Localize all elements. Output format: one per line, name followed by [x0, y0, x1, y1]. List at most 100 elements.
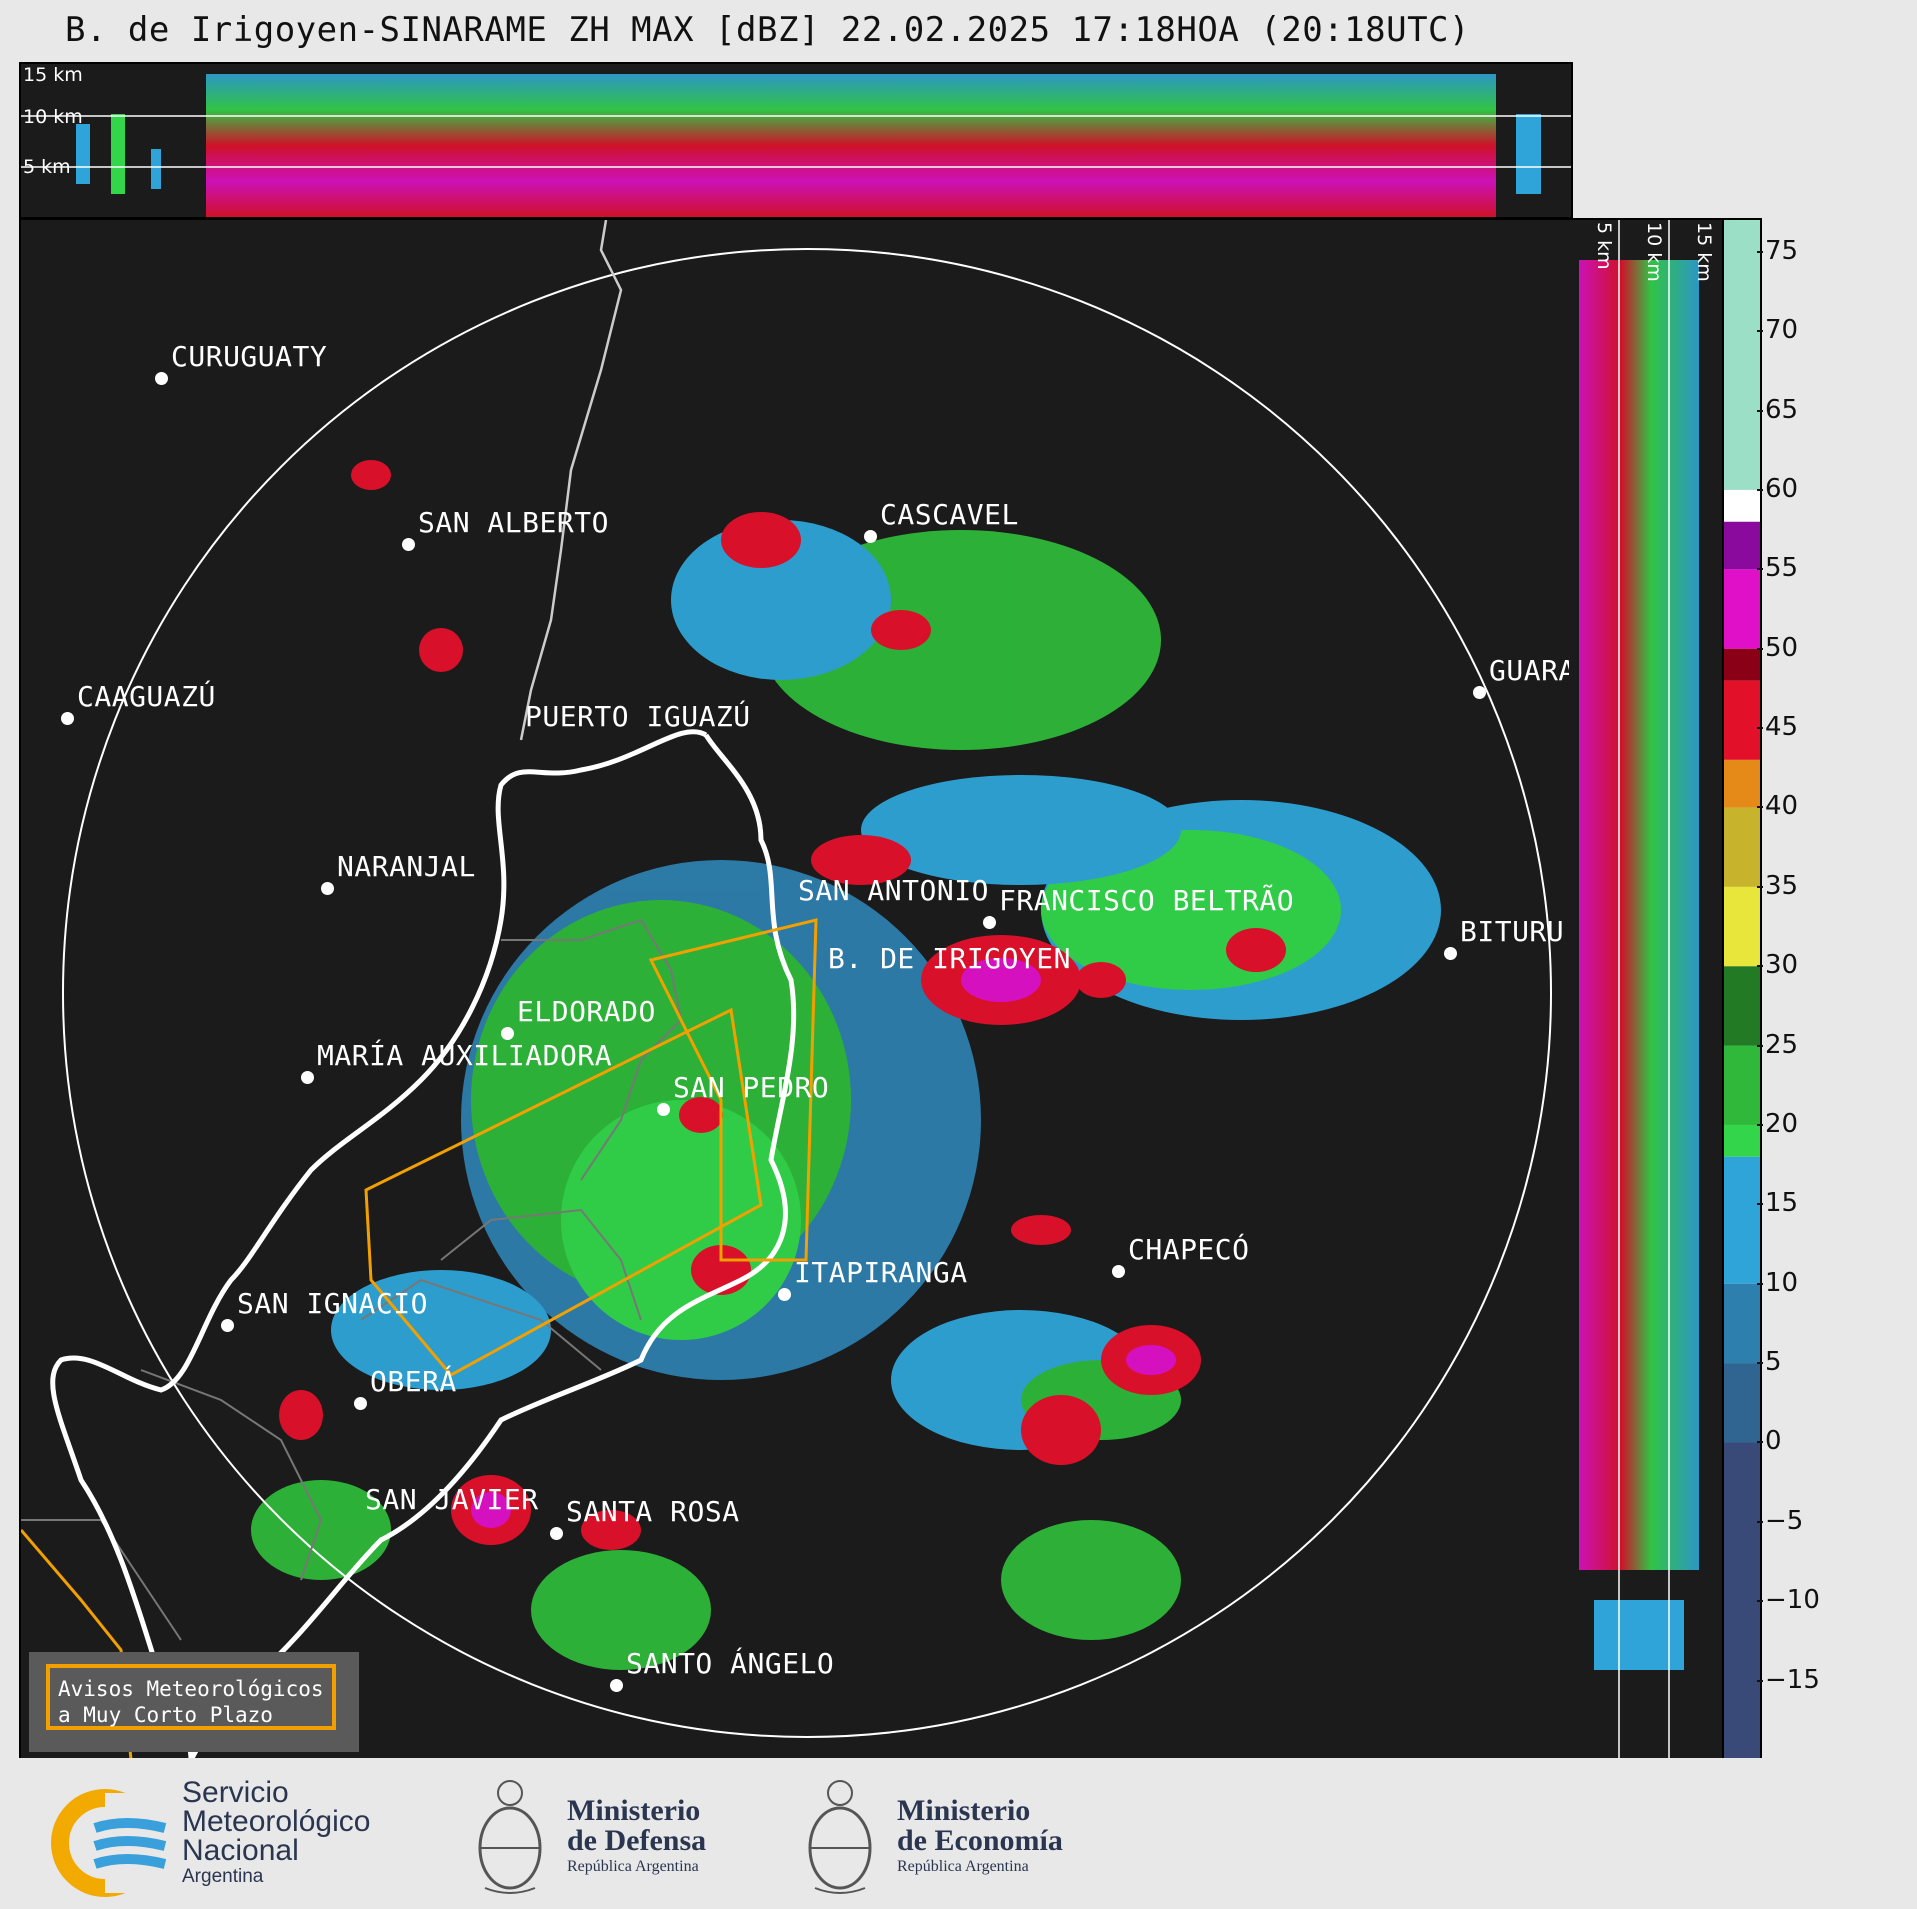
city-marker: [402, 538, 415, 551]
city-label: SAN ANTONIO: [798, 874, 989, 907]
colorbar-tick-label: −10: [1757, 1585, 1820, 1616]
colorbar-tick-label: 60: [1756, 473, 1799, 504]
city-marker: [1473, 686, 1486, 699]
warning-polygon-2: [648, 918, 818, 1262]
top-cross-section-echoes: [21, 74, 1571, 217]
city-marker: [864, 530, 877, 543]
city-label: CAAGUAZÚ: [77, 680, 216, 713]
colorbar-band: [1724, 489, 1760, 522]
colorbar-band: [1724, 1156, 1760, 1284]
warning-legend-box: Avisos Meteorológicos a Muy Corto Plazo: [46, 1664, 336, 1730]
colorbar-tick-label: −5: [1756, 1505, 1804, 1536]
province-border: [188, 733, 797, 1760]
legend-line-2: a Muy Corto Plazo: [58, 1703, 273, 1727]
colorbar-band: [1724, 521, 1760, 570]
economia-line-2: de Economía: [897, 1824, 1063, 1857]
defensa-line-2: de Defensa: [567, 1824, 707, 1857]
colorbar-tick-label: 40: [1756, 791, 1799, 822]
colorbar-band: [1724, 1124, 1760, 1157]
city-marker: [778, 1288, 791, 1301]
colorbar-tick-label: −15: [1757, 1664, 1820, 1695]
city-label: GUARA: [1489, 654, 1573, 687]
defensa-name: Ministerio de Defensa República Argentin…: [567, 1796, 706, 1878]
city-label: ELDORADO: [517, 995, 656, 1028]
smn-line-4: Argentina: [182, 1866, 264, 1887]
colorbar-tick-label: 25: [1756, 1029, 1799, 1060]
colorbar-tick-label: 20: [1756, 1108, 1799, 1139]
colorbar-band: [1724, 1045, 1760, 1125]
city-marker: [155, 372, 168, 385]
city-marker: [983, 916, 996, 929]
warning-polygon: [364, 1007, 763, 1377]
radar-map-graphics: [21, 220, 1552, 1760]
side-alt-label-10: 10 km: [1643, 222, 1665, 282]
top-cross-section: 15 km 10 km 5 km: [19, 62, 1573, 219]
smn-name: Servicio Meteorológico Nacional Argentin…: [182, 1778, 370, 1889]
colorbar-band: [1724, 807, 1760, 887]
city-marker: [61, 712, 74, 725]
city-label: SAN ALBERTO: [418, 506, 609, 539]
colorbar-tick-label: 50: [1756, 632, 1799, 663]
coat-of-arms-icon: [808, 1780, 872, 1894]
colorbar-tick-label: 10: [1756, 1267, 1799, 1298]
colorbar-tick-label: 30: [1756, 950, 1799, 981]
city-label: MARÍA AUXILIADORA: [317, 1039, 613, 1072]
city-marker: [321, 882, 334, 895]
colorbar-band: [1724, 648, 1760, 681]
city-marker: [550, 1527, 563, 1540]
alt-label-5: 5 km: [23, 156, 71, 178]
city-marker: [354, 1397, 367, 1410]
warning-legend: Avisos Meteorológicos a Muy Corto Plazo: [29, 1652, 359, 1752]
city-label: PUERTO IGUAZÚ: [525, 700, 751, 733]
city-marker: [1112, 1265, 1125, 1278]
colorbar-tick-label: 70: [1756, 315, 1799, 346]
city-label: SAN IGNACIO: [237, 1287, 428, 1320]
argentina-border: [50, 729, 708, 1760]
city-label: BITURU: [1460, 915, 1565, 948]
defensa-line-3: República Argentina: [567, 1858, 699, 1875]
colorbar-tick-label: 15: [1756, 1188, 1799, 1219]
city-marker: [657, 1103, 670, 1116]
city-label: SAN PEDRO: [673, 1071, 830, 1104]
colorbar-tick-label: 0: [1757, 1426, 1782, 1457]
side-cross-section: 5 km 10 km 15 km: [1569, 218, 1724, 1762]
alt-label-10: 10 km: [23, 106, 83, 128]
colorbar-tick-label: 75: [1756, 235, 1799, 266]
chart-title: B. de Irigoyen-SINARAME ZH MAX [dBZ] 22.…: [65, 10, 1470, 50]
alt-label-15: 15 km: [23, 64, 83, 86]
colorbar-band: [1724, 1363, 1760, 1443]
city-label: NARANJAL: [337, 850, 476, 883]
country-border: [519, 220, 623, 741]
side-alt-label-5: 5 km: [1593, 222, 1615, 270]
city-label: FRANCISCO BELTRÃO: [999, 884, 1295, 917]
colorbar-band: [1724, 966, 1760, 1046]
colorbar-tick-label: 65: [1756, 394, 1799, 425]
coat-of-arms-icon: [478, 1780, 542, 1894]
side-cross-section-echoes: [1579, 220, 1699, 1760]
city-label: CURUGUATY: [171, 340, 328, 373]
defensa-line-1: Ministerio: [567, 1794, 701, 1827]
city-label: CASCAVEL: [880, 498, 1019, 531]
smn-line-1: Servicio: [182, 1776, 289, 1809]
city-label: B. DE IRIGOYEN: [828, 942, 1072, 975]
economia-line-3: República Argentina: [897, 1858, 1029, 1875]
colorbar-band: [1724, 220, 1760, 490]
city-marker: [221, 1319, 234, 1332]
colorbar-band: [1724, 569, 1760, 649]
city-marker: [1444, 947, 1457, 960]
colorbar-tick-label: 5: [1757, 1347, 1782, 1378]
colorbar-band: [1724, 1283, 1760, 1364]
side-alt-label-15: 15 km: [1693, 222, 1715, 282]
range-ring: [62, 248, 1552, 1738]
city-label: SANTA ROSA: [566, 1495, 740, 1528]
city-label: SAN JAVIER: [365, 1483, 539, 1516]
colorbar-band: [1724, 680, 1760, 760]
economia-name: Ministerio de Economía República Argenti…: [897, 1796, 1063, 1878]
city-label: SANTO ÁNGELO: [626, 1647, 835, 1680]
footer: Servicio Meteorológico Nacional Argentin…: [0, 1758, 1917, 1909]
smn-logo-icon: [51, 1789, 175, 1897]
city-marker: [501, 1027, 514, 1040]
colorbar-tick-label: 55: [1756, 553, 1799, 584]
city-label: OBERÁ: [370, 1365, 457, 1398]
colorbar-band: [1724, 886, 1760, 967]
